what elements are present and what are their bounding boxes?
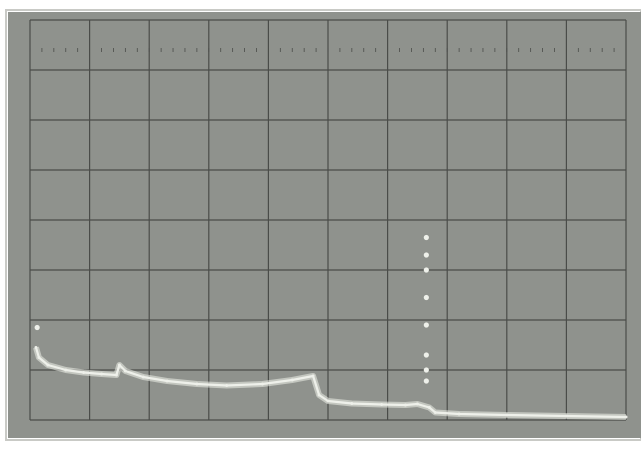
- trace-vertex: [82, 371, 86, 374]
- trace-vertex: [37, 356, 41, 359]
- trace-vertex: [427, 406, 431, 409]
- trace-vertex: [195, 382, 199, 386]
- screen-background: [8, 12, 641, 438]
- trace-vertex: [100, 372, 104, 376]
- trace-dot: [423, 294, 429, 301]
- trace-vertex: [433, 411, 437, 414]
- trace-vertex: [141, 375, 145, 379]
- trace-dot: [34, 324, 40, 331]
- trace-vertex: [350, 402, 354, 405]
- trace-dot: [423, 367, 429, 373]
- screen-frame: [5, 9, 641, 441]
- trace-vertex: [403, 403, 407, 407]
- trace-vertex: [34, 346, 38, 349]
- trace-vertex: [165, 379, 169, 383]
- trace-vertex: [114, 373, 118, 377]
- trace-vertex: [290, 378, 294, 382]
- trace-vertex: [380, 403, 384, 406]
- trace-dot: [423, 267, 429, 273]
- trace-vertex: [564, 414, 568, 418]
- trace-dot: [423, 352, 429, 358]
- trace-vertex: [260, 382, 264, 386]
- trace-dot: [423, 378, 429, 384]
- trace-vertex: [46, 363, 50, 367]
- trace-vertex: [117, 363, 121, 367]
- trace: [33, 346, 628, 420]
- trace-dot: [423, 234, 429, 241]
- trace-dots: [34, 234, 429, 384]
- trace-dot: [423, 252, 429, 258]
- trace-dot: [423, 322, 429, 328]
- trace-vertex: [123, 369, 127, 373]
- trace-vertex: [505, 413, 509, 417]
- trace-vertex: [225, 384, 229, 387]
- trace-vertex: [415, 402, 419, 406]
- trace-vertex: [311, 374, 315, 378]
- graticule: [29, 19, 627, 421]
- trace-vertex: [624, 415, 628, 419]
- trace-vertex: [317, 393, 321, 397]
- trace-line: [34, 347, 627, 419]
- trace-vertex: [326, 399, 330, 403]
- trace-vertex: [64, 368, 68, 372]
- trace-vertex: [457, 412, 461, 416]
